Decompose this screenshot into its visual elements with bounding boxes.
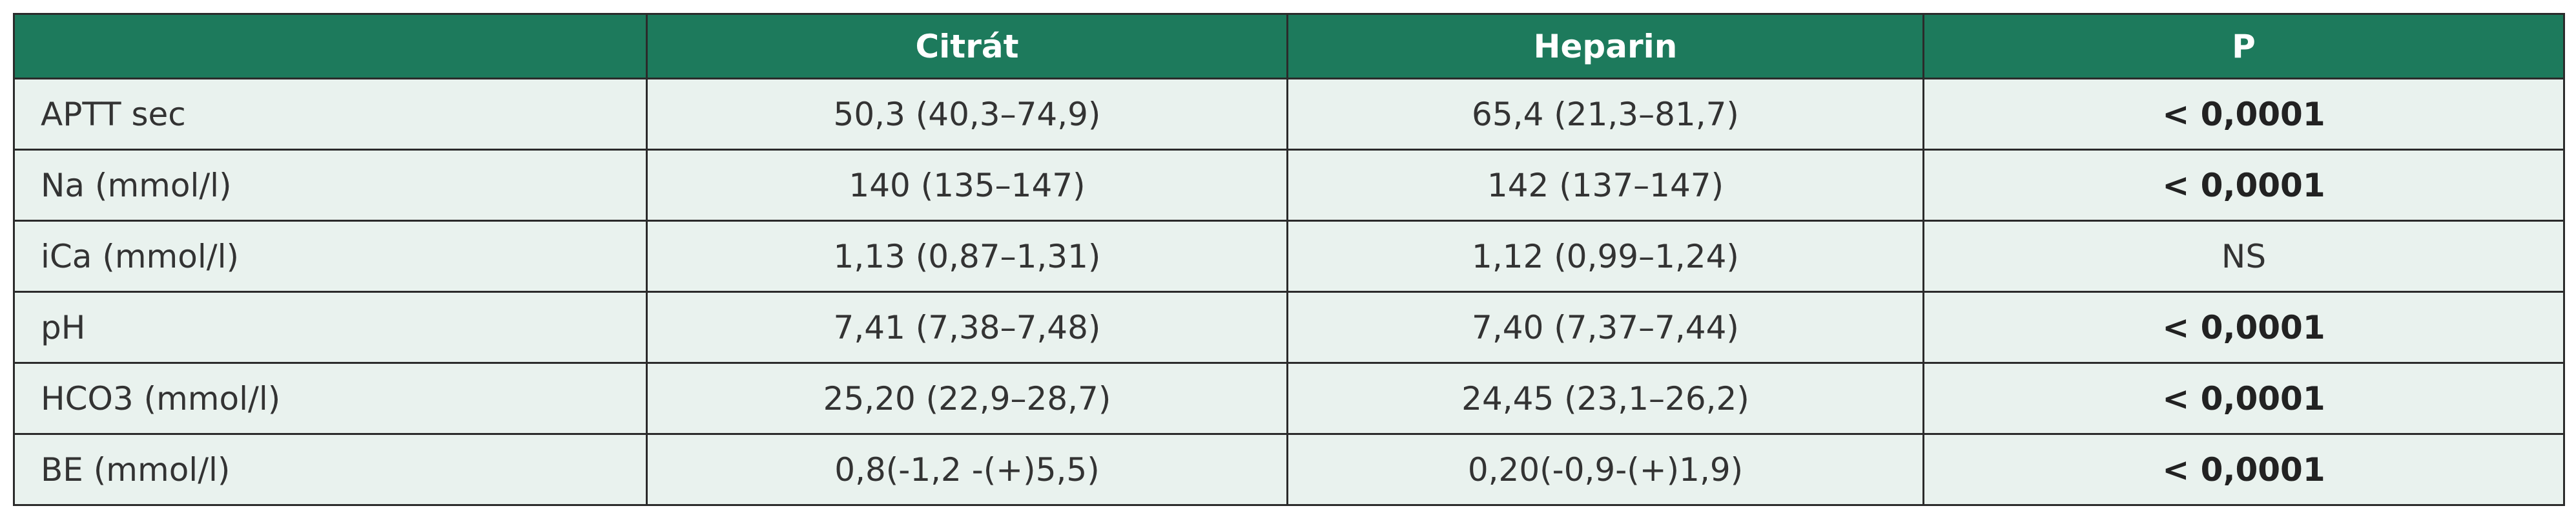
cell: 25,20 (22,9–28,7) <box>646 362 1288 435</box>
row-label: APTT sec <box>13 78 648 151</box>
p-value: < 0,0001 <box>1922 433 2565 506</box>
header-row: Citrát Heparin P <box>13 13 2565 79</box>
cell: 7,41 (7,38–7,48) <box>646 291 1288 364</box>
cell: 140 (135–147) <box>646 149 1288 222</box>
row-label: iCa (mmol/l) <box>13 220 648 293</box>
cell: 50,3 (40,3–74,9) <box>646 78 1288 151</box>
row: Na (mmol/l) 140 (135–147) 142 (137–147) < 0… <box>13 149 2565 222</box>
cell: 1,12 (0,99–1,24) <box>1286 220 1924 293</box>
p-value: < 0,0001 <box>1922 362 2565 435</box>
row-label: Na (mmol/l) <box>13 149 648 222</box>
header-cell: Citrát <box>646 13 1288 79</box>
header-cell <box>13 13 648 79</box>
cell: 0,20(-0,9-(+)1,9) <box>1286 433 1924 506</box>
cell: 1,13 (0,87–1,31) <box>646 220 1288 293</box>
row: APTT sec 50,3 (40,3–74,9) 65,4 (21,3–81,7)… <box>13 78 2565 151</box>
row-label: HCO3 (mmol/l) <box>13 362 648 435</box>
p-value: NS <box>1922 220 2565 293</box>
row: pH 7,41 (7,38–7,48) 7,40 (7,37–7,44) < 0,00… <box>13 291 2565 364</box>
p-value: < 0,0001 <box>1922 78 2565 151</box>
cell: 142 (137–147) <box>1286 149 1924 222</box>
cell: 65,4 (21,3–81,7) <box>1286 78 1924 151</box>
header-cell: Heparin <box>1286 13 1924 79</box>
row: HCO3 (mmol/l) 25,20 (22,9–28,7) 24,45 (23,… <box>13 362 2565 435</box>
row-label: pH <box>13 291 648 364</box>
p-value: < 0,0001 <box>1922 149 2565 222</box>
cell: 0,8(-1,2 -(+)5,5) <box>646 433 1288 506</box>
data-table: Citrát Heparin P APTT sec 50,3 (40,3–74,9… <box>13 13 2565 506</box>
row-label: BE (mmol/l) <box>13 433 648 506</box>
cell: 24,45 (23,1–26,2) <box>1286 362 1924 435</box>
p-value: < 0,0001 <box>1922 291 2565 364</box>
header-cell: P <box>1922 13 2565 79</box>
row: iCa (mmol/l) 1,13 (0,87–1,31) 1,12 (0,99–1… <box>13 220 2565 293</box>
cell: 7,40 (7,37–7,44) <box>1286 291 1924 364</box>
row: BE (mmol/l) 0,8(-1,2 -(+)5,5) 0,20(-0,9-(+… <box>13 433 2565 506</box>
